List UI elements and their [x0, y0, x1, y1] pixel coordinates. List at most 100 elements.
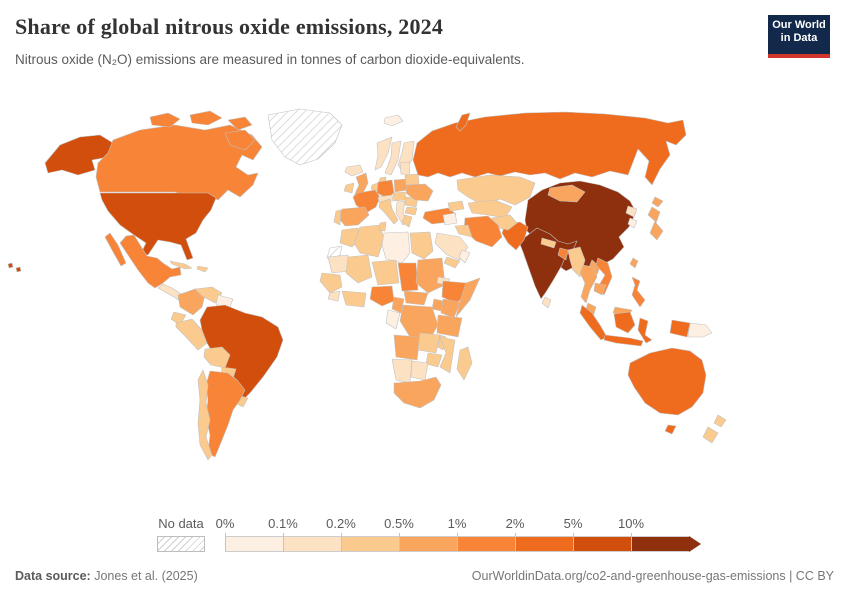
- country-yemen[interactable]: [443, 256, 461, 269]
- legend-bin-swatch[interactable]: [573, 536, 631, 552]
- country-mexico[interactable]: [119, 234, 182, 289]
- country-iceland[interactable]: [344, 164, 364, 177]
- country-oman[interactable]: [458, 249, 471, 264]
- country-levant[interactable]: [442, 212, 458, 226]
- country-egypt[interactable]: [409, 231, 434, 260]
- country-italy[interactable]: [378, 198, 399, 225]
- country-portugal[interactable]: [333, 209, 342, 226]
- country-chile[interactable]: [197, 369, 213, 461]
- country-canada-islands-1[interactable]: [149, 112, 181, 128]
- country-canada[interactable]: [95, 124, 263, 201]
- country-philippines[interactable]: [631, 276, 646, 308]
- country-saudi-arabia[interactable]: [434, 232, 469, 261]
- credit-link[interactable]: OurWorldinData.org/co2-and-greenhouse-ga…: [471, 569, 834, 583]
- country-hawaii[interactable]: [7, 262, 22, 273]
- country-myanmar[interactable]: [567, 246, 586, 278]
- country-greece[interactable]: [401, 214, 413, 228]
- country-mexico-baja[interactable]: [104, 232, 127, 267]
- country-baltics[interactable]: [399, 161, 411, 176]
- country-somalia[interactable]: [455, 277, 481, 318]
- country-norway[interactable]: [374, 136, 393, 171]
- legend-bin-swatch[interactable]: [457, 536, 515, 552]
- country-mongolia[interactable]: [547, 184, 586, 203]
- country-bangladesh[interactable]: [557, 247, 569, 261]
- legend-bin-swatch[interactable]: [225, 536, 283, 552]
- country-taiwan[interactable]: [629, 257, 639, 269]
- country-iraq[interactable]: [454, 224, 473, 238]
- country-zimbabwe[interactable]: [425, 352, 443, 368]
- country-libya[interactable]: [381, 231, 411, 264]
- country-sweden[interactable]: [384, 140, 402, 176]
- country-nepal[interactable]: [540, 237, 557, 249]
- country-zambia[interactable]: [417, 332, 441, 354]
- country-sri-lanka[interactable]: [541, 296, 552, 309]
- legend-bin-swatch[interactable]: [283, 536, 341, 552]
- country-benelux[interactable]: [370, 182, 379, 192]
- country-thailand[interactable]: [579, 264, 598, 304]
- country-india[interactable]: [518, 227, 578, 300]
- country-south-korea[interactable]: [627, 217, 638, 229]
- country-sudan[interactable]: [415, 257, 446, 294]
- country-hispaniola[interactable]: [196, 265, 209, 273]
- country-north-korea[interactable]: [625, 205, 638, 218]
- country-canada-islands-3[interactable]: [227, 116, 253, 131]
- country-usa[interactable]: [99, 192, 217, 261]
- legend-bin-swatch[interactable]: [515, 536, 573, 552]
- country-indonesia-java[interactable]: [603, 334, 644, 347]
- country-indonesia-borneo[interactable]: [613, 311, 636, 334]
- country-cambodia[interactable]: [593, 282, 607, 296]
- country-drc[interactable]: [399, 304, 439, 340]
- legend-bin-swatch[interactable]: [341, 536, 399, 552]
- country-russia[interactable]: [412, 111, 687, 186]
- country-russia-novaya-zemlya[interactable]: [455, 112, 471, 132]
- country-new-zealand-south[interactable]: [702, 426, 719, 444]
- legend-bin-swatch[interactable]: [399, 536, 457, 552]
- country-niger[interactable]: [371, 259, 400, 286]
- country-greenland[interactable]: [267, 108, 343, 166]
- country-ghana[interactable]: [341, 290, 367, 308]
- country-gabon-congo[interactable]: [385, 309, 401, 330]
- country-central-asia[interactable]: [467, 199, 513, 219]
- owid-logo[interactable]: Our World in Data: [768, 15, 830, 58]
- country-namibia[interactable]: [391, 358, 413, 384]
- country-caucasus[interactable]: [447, 200, 465, 212]
- country-tunisia[interactable]: [378, 221, 387, 232]
- legend-no-data-swatch[interactable]: [157, 536, 205, 552]
- country-central-african-republic[interactable]: [403, 290, 429, 306]
- country-svalbard[interactable]: [383, 114, 404, 127]
- country-ukraine[interactable]: [405, 183, 434, 202]
- country-botswana[interactable]: [410, 360, 429, 381]
- country-south-africa[interactable]: [393, 376, 442, 409]
- country-kazakhstan[interactable]: [456, 174, 536, 206]
- country-alaska[interactable]: [44, 134, 114, 176]
- country-senegal[interactable]: [319, 272, 343, 294]
- country-nigeria[interactable]: [369, 285, 395, 307]
- country-madagascar[interactable]: [456, 346, 473, 381]
- country-belarus[interactable]: [404, 173, 420, 186]
- country-mozambique[interactable]: [439, 336, 456, 374]
- country-new-zealand-north[interactable]: [713, 414, 727, 428]
- legend-bin-swatch[interactable]: [631, 536, 689, 552]
- country-ireland[interactable]: [343, 182, 355, 194]
- country-uganda[interactable]: [431, 298, 444, 312]
- country-cuba[interactable]: [169, 260, 193, 270]
- country-peru[interactable]: [175, 318, 208, 351]
- country-tasmania[interactable]: [664, 424, 677, 435]
- country-japan[interactable]: [647, 206, 664, 241]
- country-sierra-leone[interactable]: [327, 290, 341, 302]
- country-spain[interactable]: [337, 206, 370, 227]
- country-czech-hungary[interactable]: [392, 191, 407, 202]
- country-indonesia-sulawesi[interactable]: [637, 317, 653, 344]
- country-tanzania[interactable]: [436, 314, 463, 338]
- country-papua-new-guinea[interactable]: [687, 322, 713, 338]
- country-chad[interactable]: [397, 262, 419, 292]
- country-indonesia-papua[interactable]: [669, 319, 691, 338]
- country-cameroon[interactable]: [391, 296, 405, 314]
- country-angola[interactable]: [393, 334, 421, 361]
- country-mali[interactable]: [345, 254, 373, 284]
- country-japan-hokkaido[interactable]: [651, 196, 664, 208]
- country-argentina[interactable]: [205, 370, 246, 458]
- country-australia[interactable]: [627, 347, 707, 416]
- country-canada-islands-2[interactable]: [189, 110, 223, 126]
- country-canada-baffin[interactable]: [224, 129, 256, 151]
